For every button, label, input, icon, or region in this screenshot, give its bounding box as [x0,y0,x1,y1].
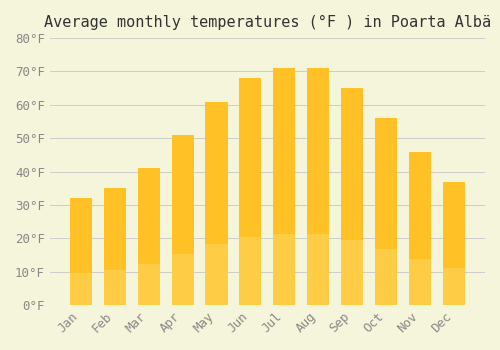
Bar [274,234,295,305]
Bar [443,182,465,305]
Bar [172,135,194,305]
Bar [409,152,432,305]
Bar [240,237,262,305]
Bar [104,270,126,305]
Bar [70,198,92,305]
Bar [308,234,330,305]
Bar [443,268,465,305]
Bar [375,118,398,305]
Bar [138,264,160,305]
Bar [240,78,262,305]
Bar [274,68,295,305]
Bar [342,88,363,305]
Bar [104,188,126,305]
Bar [409,259,432,305]
Bar [308,68,330,305]
Bar [70,273,92,305]
Bar [206,244,228,305]
Bar [206,102,228,305]
Bar [172,254,194,305]
Title: Average monthly temperatures (°F ) in Poarta Albä: Average monthly temperatures (°F ) in Po… [44,15,491,30]
Bar [375,249,398,305]
Bar [342,240,363,305]
Bar [138,168,160,305]
